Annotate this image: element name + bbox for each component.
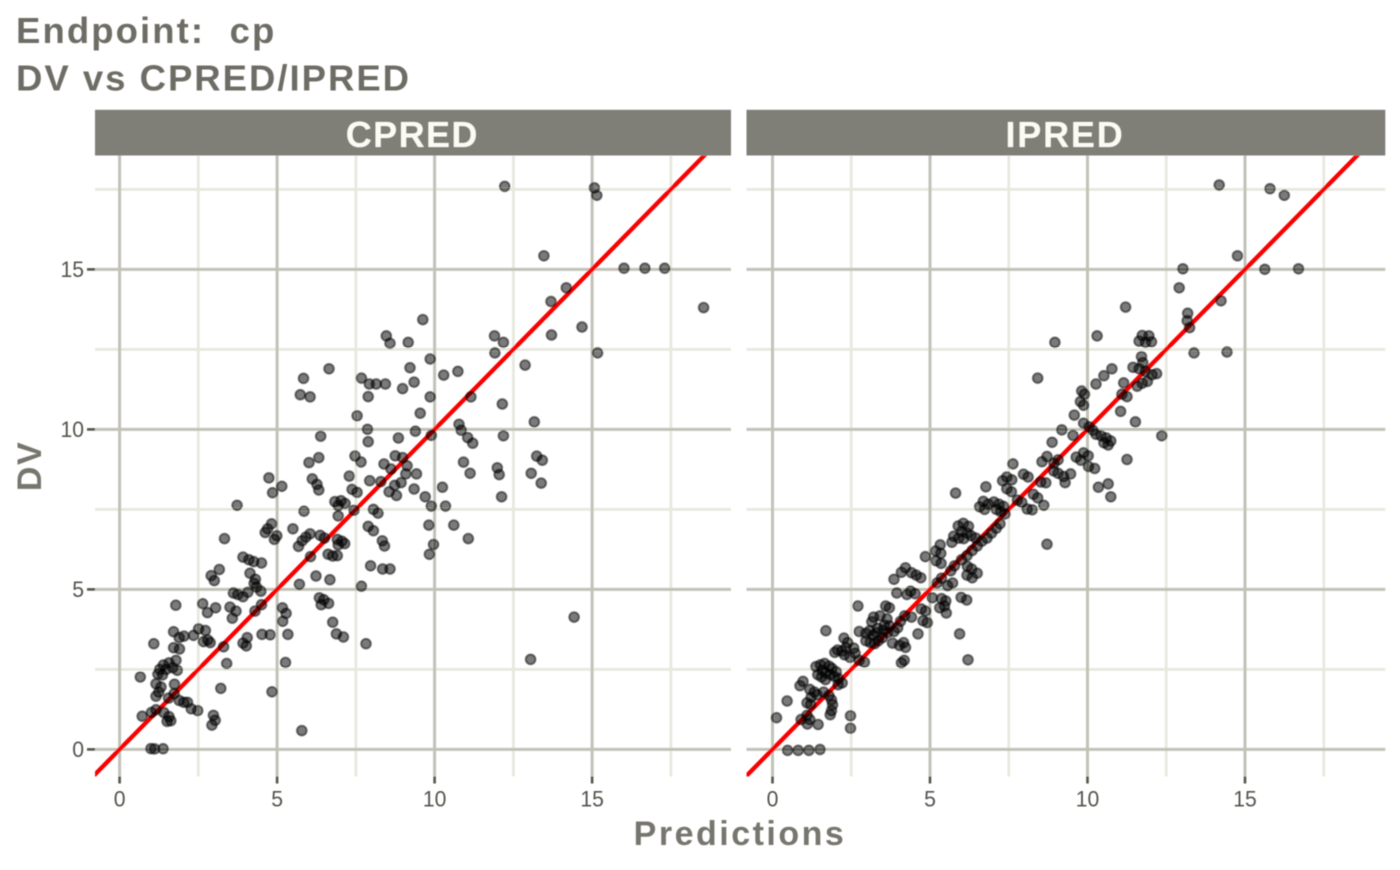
svg-text:10: 10 [423,787,447,812]
svg-text:DV vs CPRED/IPRED: DV vs CPRED/IPRED [16,58,411,99]
svg-text:10: 10 [1076,787,1100,812]
svg-text:0: 0 [767,787,779,812]
svg-text:DV: DV [11,441,49,491]
svg-text:Endpoint: cp: Endpoint: cp [16,10,276,51]
svg-text:15: 15 [61,257,85,282]
svg-text:CPRED: CPRED [346,114,479,155]
svg-text:5: 5 [924,787,936,812]
svg-text:0: 0 [72,737,84,762]
svg-text:IPRED: IPRED [1005,114,1124,155]
svg-text:15: 15 [1233,787,1257,812]
svg-text:5: 5 [72,577,84,602]
svg-text:10: 10 [61,417,85,442]
svg-text:Predictions: Predictions [634,815,847,853]
svg-text:0: 0 [114,787,126,812]
svg-text:5: 5 [271,787,283,812]
svg-text:15: 15 [580,787,604,812]
